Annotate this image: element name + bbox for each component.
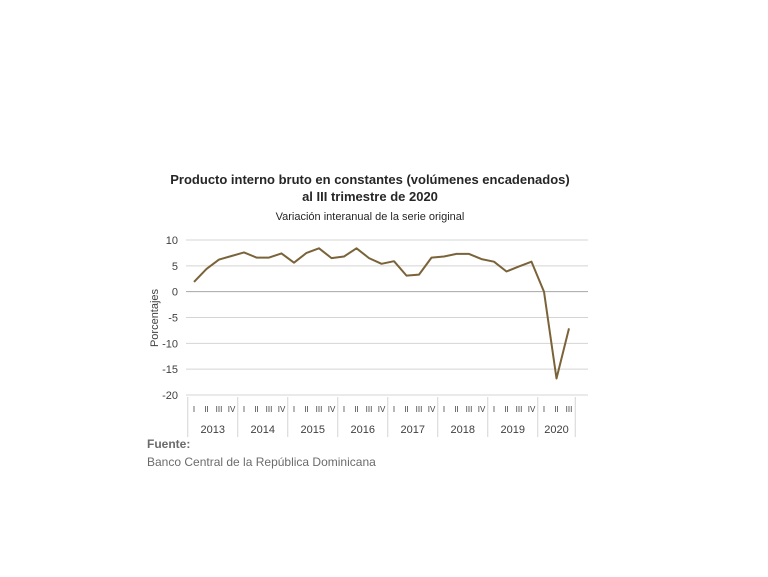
quarter-label: II bbox=[504, 405, 508, 414]
year-label: 2013 bbox=[201, 424, 225, 436]
source-label: Fuente: bbox=[147, 437, 191, 451]
quarter-label: IV bbox=[528, 405, 536, 414]
quarter-label: II bbox=[254, 405, 258, 414]
quarter-label: III bbox=[366, 405, 373, 414]
quarter-label: II bbox=[354, 405, 358, 414]
quarter-label: III bbox=[466, 405, 473, 414]
chart-title-line2: al III trimestre de 2020 bbox=[302, 189, 438, 204]
year-label: 2020 bbox=[544, 424, 568, 436]
series-line bbox=[193, 247, 570, 380]
quarter-label: III bbox=[566, 405, 573, 414]
quarter-label: II bbox=[454, 405, 458, 414]
quarter-label: III bbox=[216, 405, 223, 414]
quarter-label: II bbox=[554, 405, 558, 414]
quarter-label: IV bbox=[428, 405, 436, 414]
quarter-label: IV bbox=[278, 405, 286, 414]
quarter-label: III bbox=[266, 405, 273, 414]
y-tick-label: 10 bbox=[166, 235, 178, 247]
quarter-label: II bbox=[204, 405, 208, 414]
y-tick-label: -15 bbox=[162, 364, 178, 376]
quarter-label: I bbox=[193, 405, 195, 414]
y-tick-label: -5 bbox=[168, 313, 178, 325]
quarter-label: III bbox=[316, 405, 323, 414]
source-text: Banco Central de la República Dominicana bbox=[147, 455, 376, 469]
quarter-label: I bbox=[543, 405, 545, 414]
quarter-label: I bbox=[493, 405, 495, 414]
quarter-label: I bbox=[293, 405, 295, 414]
chart-subtitle: Variación interanual de la serie origina… bbox=[275, 211, 465, 223]
quarter-label: III bbox=[516, 405, 523, 414]
year-label: 2016 bbox=[351, 424, 375, 436]
year-label: 2019 bbox=[501, 424, 525, 436]
quarter-label: IV bbox=[328, 405, 336, 414]
quarter-label: II bbox=[404, 405, 408, 414]
y-axis-label: Porcentajes bbox=[149, 288, 161, 347]
quarter-label: IV bbox=[228, 405, 236, 414]
y-tick-label: -10 bbox=[162, 338, 178, 350]
y-tick-label: -20 bbox=[162, 390, 178, 402]
quarter-label: I bbox=[343, 405, 345, 414]
quarter-label: I bbox=[443, 405, 445, 414]
quarter-label: I bbox=[243, 405, 245, 414]
year-label: 2018 bbox=[451, 424, 475, 436]
y-tick-label: 5 bbox=[172, 261, 178, 273]
quarter-label: I bbox=[393, 405, 395, 414]
quarter-label: IV bbox=[478, 405, 486, 414]
chart-title-line1: Producto interno bruto en constantes (vo… bbox=[170, 172, 570, 187]
year-label: 2014 bbox=[251, 424, 275, 436]
year-label: 2017 bbox=[401, 424, 425, 436]
quarter-label: IV bbox=[378, 405, 386, 414]
quarter-label: III bbox=[416, 405, 423, 414]
year-label: 2015 bbox=[301, 424, 325, 436]
quarter-label: II bbox=[304, 405, 308, 414]
y-tick-label: 0 bbox=[172, 287, 178, 299]
